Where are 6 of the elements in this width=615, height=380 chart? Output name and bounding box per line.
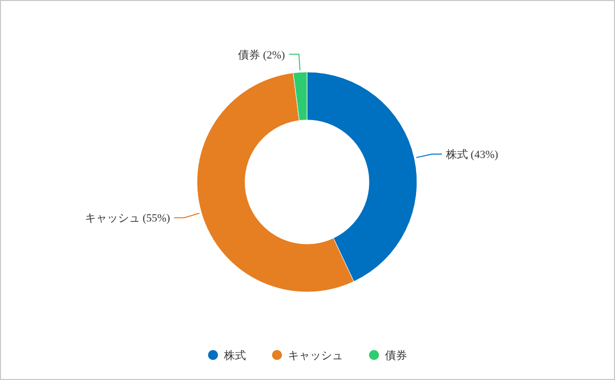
category-label: 株式 (43%): [446, 149, 498, 162]
legend-label: 債券: [385, 349, 407, 362]
legend-label: 株式: [223, 349, 246, 362]
legend-label: キャッシュ: [288, 350, 343, 362]
category-label: キャッシュ (55%): [84, 212, 170, 225]
category-label: 債券 (2%): [238, 49, 285, 62]
